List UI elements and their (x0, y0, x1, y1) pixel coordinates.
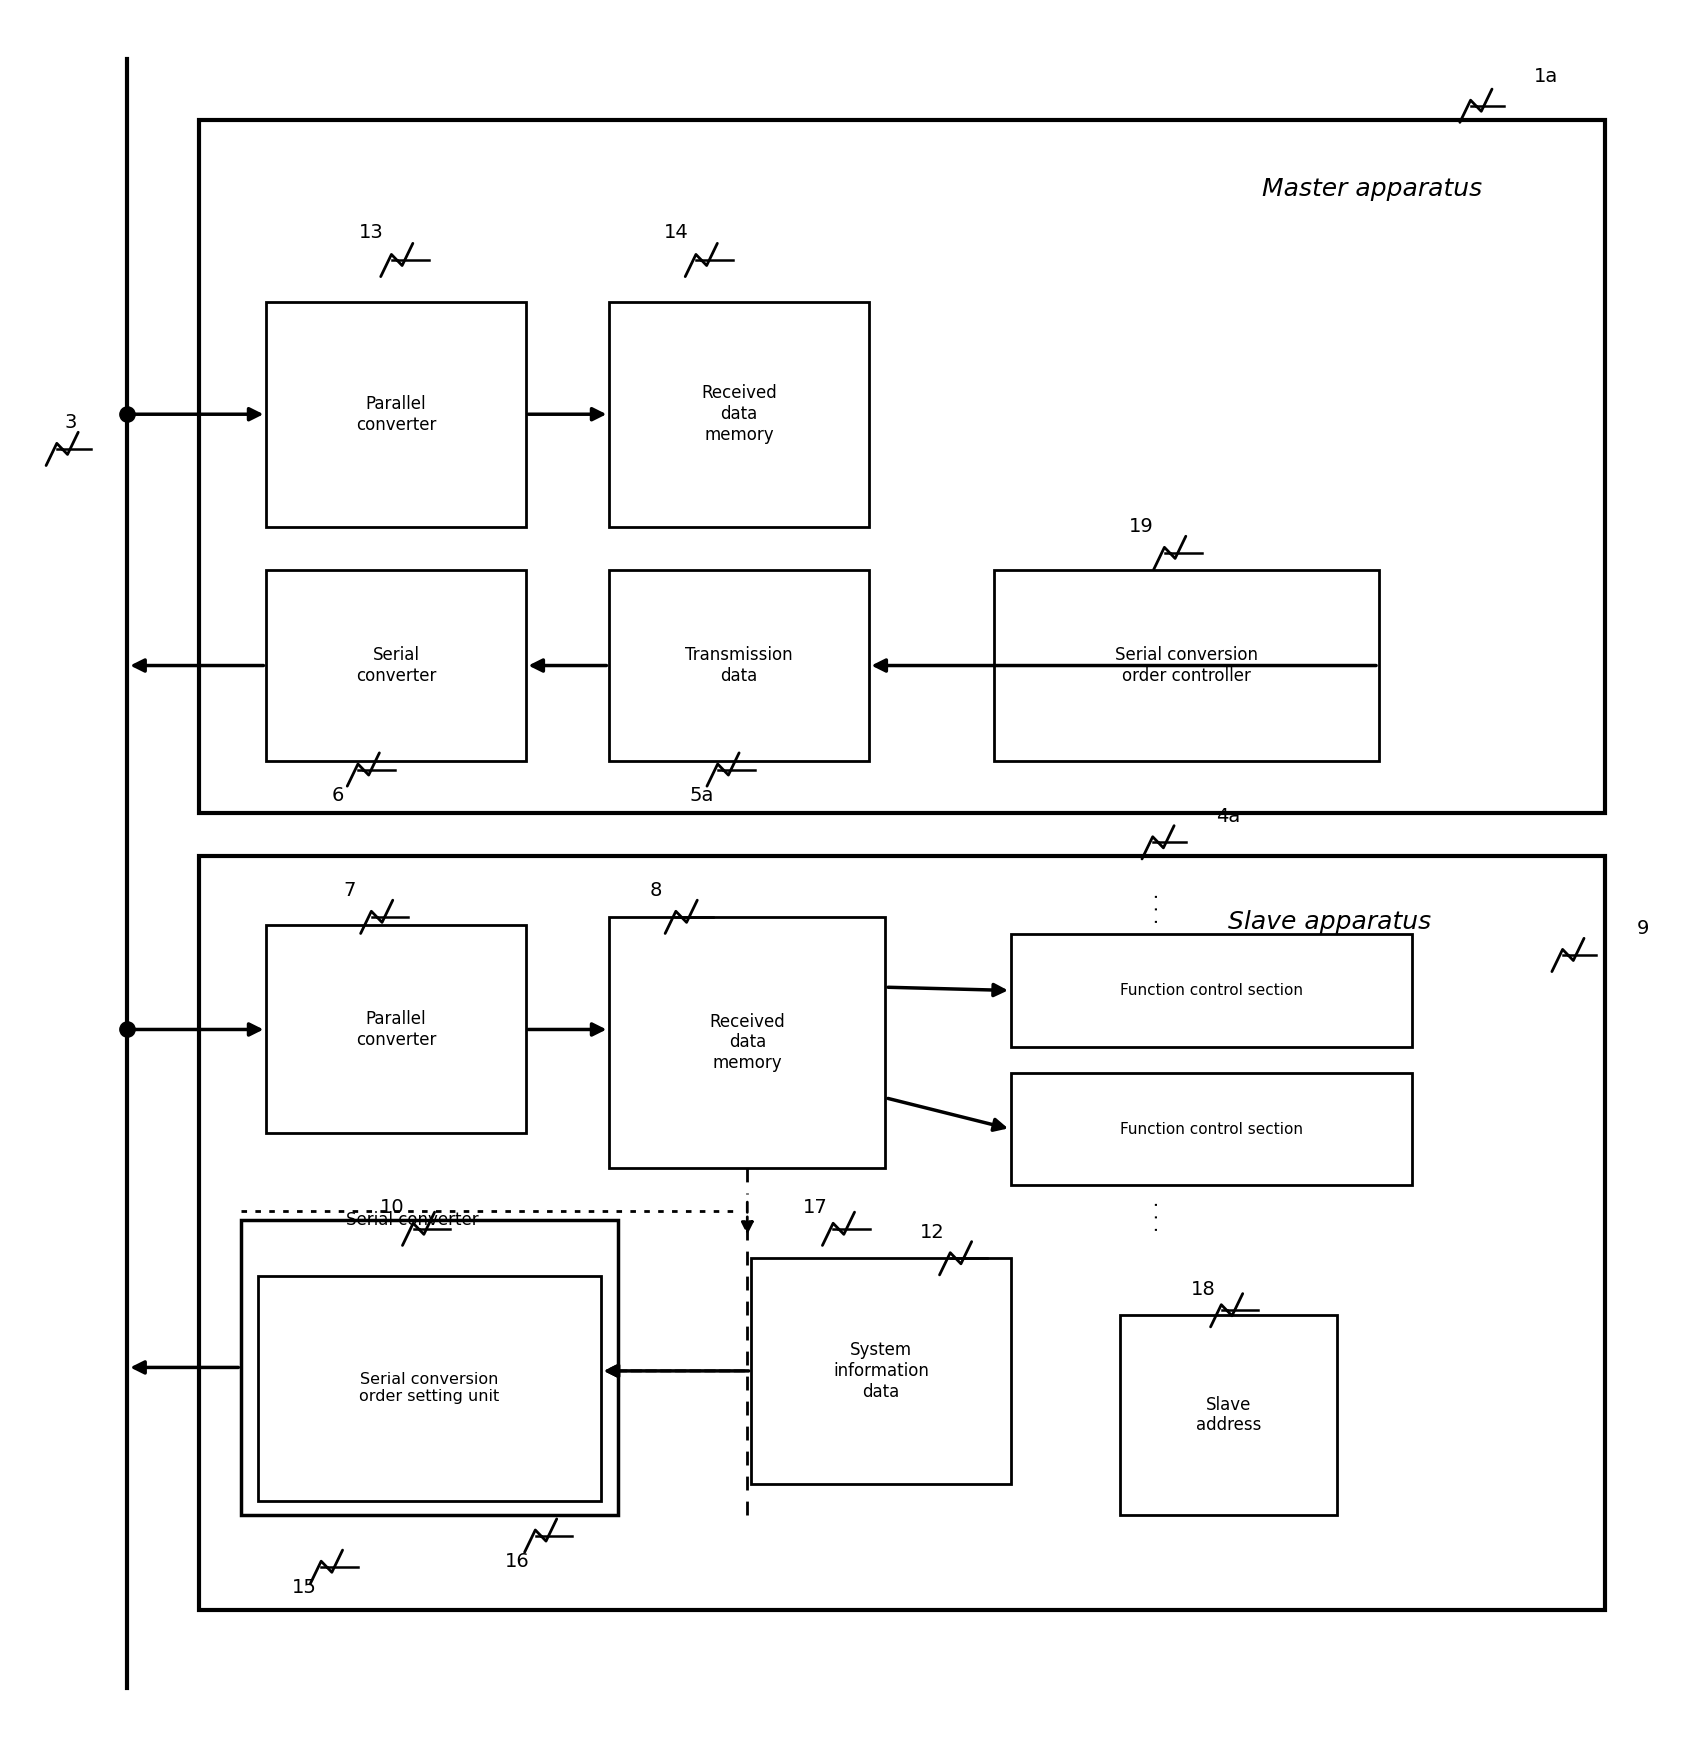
Bar (751, 1258, 1011, 1483)
Text: · · ·: · · · (1149, 893, 1167, 924)
Text: 15: 15 (292, 1578, 317, 1597)
Text: 16: 16 (504, 1551, 530, 1571)
Text: 6: 6 (332, 786, 344, 805)
Text: 1a: 1a (1533, 66, 1559, 86)
Bar (609, 917, 886, 1169)
Bar (258, 1275, 601, 1501)
Text: Slave
address: Slave address (1196, 1396, 1260, 1434)
Bar (199, 119, 1604, 812)
Bar (1011, 935, 1412, 1046)
Text: 4a: 4a (1216, 807, 1240, 826)
Text: 12: 12 (919, 1223, 945, 1242)
Text: Master apparatus: Master apparatus (1262, 176, 1481, 201)
Bar (609, 570, 869, 762)
Text: 5a: 5a (688, 786, 714, 805)
Bar (267, 302, 526, 528)
Text: Function control section: Function control section (1120, 1122, 1302, 1137)
Text: 9: 9 (1636, 919, 1650, 938)
Text: Parallel
converter: Parallel converter (356, 395, 437, 433)
Text: Serial converter: Serial converter (346, 1211, 477, 1230)
Bar (267, 926, 526, 1134)
Text: Function control section: Function control section (1120, 984, 1302, 998)
Text: 19: 19 (1129, 517, 1154, 536)
Text: 14: 14 (663, 224, 688, 241)
Text: 3: 3 (64, 414, 76, 433)
Text: 18: 18 (1191, 1281, 1216, 1300)
Text: Serial
converter: Serial converter (356, 646, 437, 685)
Text: · · ·: · · · (1149, 1200, 1167, 1232)
Text: Serial conversion
order setting unit: Serial conversion order setting unit (359, 1371, 499, 1405)
Bar (267, 570, 526, 762)
Text: 17: 17 (803, 1198, 827, 1218)
Text: Parallel
converter: Parallel converter (356, 1010, 437, 1048)
Bar (241, 1219, 617, 1515)
Text: Serial conversion
order controller: Serial conversion order controller (1115, 646, 1259, 685)
Text: Received
data
memory: Received data memory (710, 1013, 784, 1073)
Text: Slave apparatus: Slave apparatus (1228, 910, 1432, 935)
Text: Transmission
data: Transmission data (685, 646, 793, 685)
Text: 10: 10 (380, 1198, 405, 1218)
Bar (199, 856, 1604, 1611)
Text: 8: 8 (649, 880, 663, 900)
Text: System
information
data: System information data (833, 1342, 930, 1401)
Bar (1011, 1073, 1412, 1186)
Bar (609, 302, 869, 528)
Bar (994, 570, 1378, 762)
Text: 13: 13 (359, 224, 385, 241)
Bar (1120, 1315, 1338, 1515)
Text: Received
data
memory: Received data memory (702, 384, 776, 444)
Text: 7: 7 (344, 880, 356, 900)
